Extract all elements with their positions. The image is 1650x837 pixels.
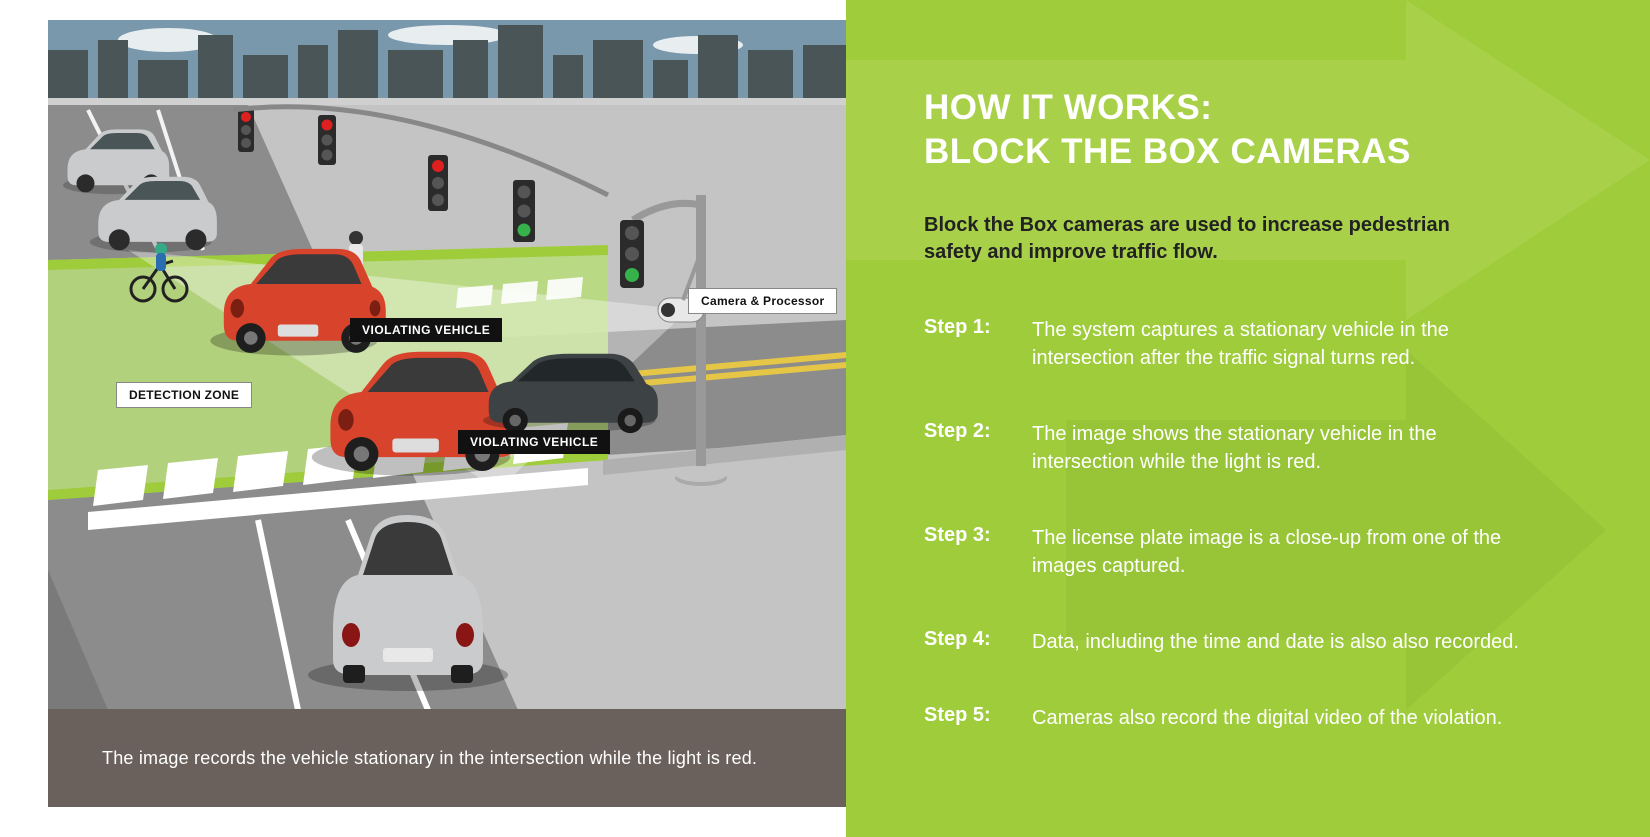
infographic-container: DETECTION ZONE VIOLATING VEHICLE VIOLATI… bbox=[0, 0, 1650, 837]
panel-title: HOW IT WORKS: BLOCK THE BOX CAMERAS bbox=[924, 86, 1580, 174]
info-panel: HOW IT WORKS: BLOCK THE BOX CAMERAS Bloc… bbox=[846, 0, 1650, 837]
violating-vehicle-label-1: VIOLATING VEHICLE bbox=[350, 318, 502, 342]
step-1: Step 1: The system captures a stationary… bbox=[924, 316, 1580, 372]
steps-list: Step 1: The system captures a stationary… bbox=[924, 316, 1580, 732]
intersection-scene bbox=[48, 20, 846, 710]
detection-zone-label: DETECTION ZONE bbox=[116, 382, 252, 408]
caption-text: The image records the vehicle stationary… bbox=[102, 748, 757, 769]
caption-bar: The image records the vehicle stationary… bbox=[48, 709, 846, 807]
step-2: Step 2: The image shows the stationary v… bbox=[924, 420, 1580, 476]
panel-subtitle: Block the Box cameras are used to increa… bbox=[924, 212, 1484, 266]
camera-processor-label: Camera & Processor bbox=[688, 288, 837, 314]
illustration-panel: DETECTION ZONE VIOLATING VEHICLE VIOLATI… bbox=[0, 0, 846, 837]
step-5: Step 5: Cameras also record the digital … bbox=[924, 704, 1580, 732]
step-3: Step 3: The license plate image is a clo… bbox=[924, 524, 1580, 580]
step-4: Step 4: Data, including the time and dat… bbox=[924, 628, 1580, 656]
violating-vehicle-label-2: VIOLATING VEHICLE bbox=[458, 430, 610, 454]
